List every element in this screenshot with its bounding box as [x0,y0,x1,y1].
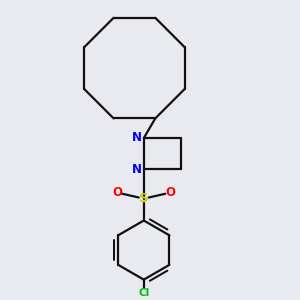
Text: O: O [112,186,122,199]
Text: S: S [139,192,148,205]
Text: N: N [132,131,142,144]
Text: N: N [132,163,142,176]
Text: O: O [165,186,175,199]
Text: Cl: Cl [138,288,149,298]
